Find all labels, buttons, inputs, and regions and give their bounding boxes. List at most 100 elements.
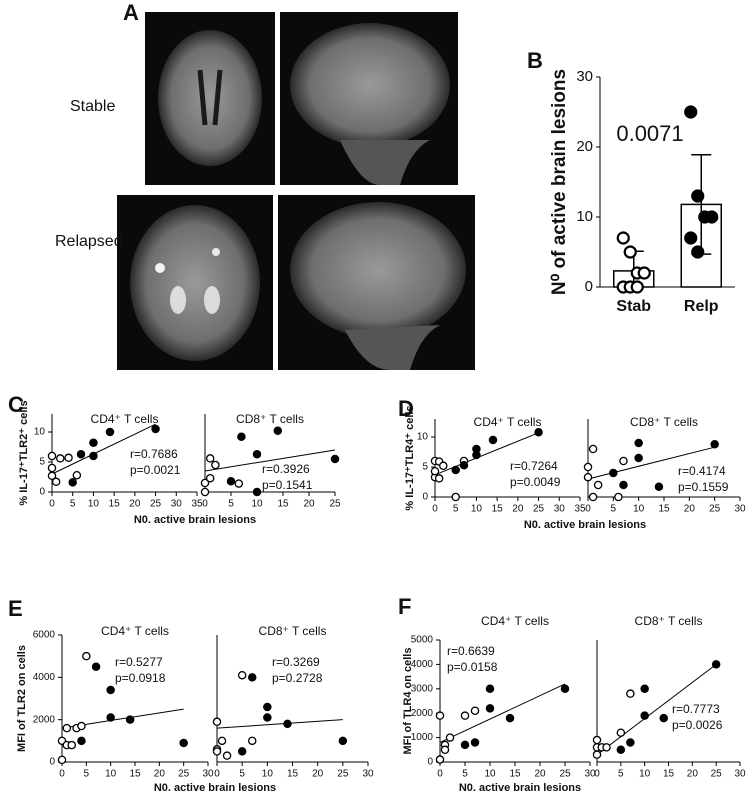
panel-label: B [527,48,543,73]
point [640,711,649,720]
subplot-title: CD8⁺ T cells [635,614,703,628]
y-tick-label: 3000 [411,683,434,694]
point [222,751,232,760]
subplot-title: CD4⁺ T cells [101,624,169,638]
stat-annotation: p=0.1559 [678,480,729,494]
point [82,651,91,661]
x-axis-label: N0. active brain lesions [524,519,646,531]
point [583,472,593,482]
x-tick-label: 5 [611,504,617,515]
point [588,444,598,454]
point [472,444,481,454]
point [212,747,222,756]
y-tick-label: 0 [585,278,593,295]
panel-label: D [398,396,414,421]
point [445,733,455,742]
point [659,713,668,723]
x-axis-label: N0. active brain lesions [154,782,276,794]
x-tick-label: 25 [533,504,545,515]
row-label: Stable [70,98,115,115]
x-tick-label: 30 [362,769,374,780]
point [485,684,495,694]
point [62,723,72,733]
lesion [155,263,165,273]
point [105,427,115,437]
point [488,435,498,445]
x-tick-label: 0 [214,769,220,780]
subplot-title: CD4⁺ T cells [91,412,159,426]
stat-annotation: p=0.0918 [115,671,166,685]
x-tick-label: 20 [154,769,166,780]
point [205,473,215,483]
x-tick-label: 30 [734,769,746,780]
lesion [212,248,220,256]
point [57,755,67,765]
x-tick-label: 20 [303,499,315,510]
point [634,438,643,448]
fit-line [587,446,715,480]
x-tick-label: 5 [228,499,234,510]
stat-annotation: r=0.5277 [115,655,163,669]
mri-sagittal-stable-brain [290,23,450,147]
point [247,736,257,746]
x-tick-label: 15 [663,769,675,780]
mri-sagittal-relapsed-brain [290,202,466,338]
x-axis-label: N0. active brain lesions [459,782,581,794]
row-label: Relapsed [55,233,123,250]
point [77,721,86,731]
subplot-title: CD8⁺ T cells [630,415,698,429]
x-tick-label: 10 [471,504,483,515]
x-tick-label: 20 [512,504,524,515]
x-tick-label: 5 [84,769,90,780]
y-tick-label: 5 [422,462,428,473]
x-tick-label: 5 [70,499,76,510]
stat-annotation: r=0.7686 [130,447,178,461]
panel-label: C [8,392,24,417]
fit-line [596,664,717,756]
point [592,735,602,745]
point [273,426,283,436]
point [626,689,635,698]
point [179,738,188,748]
x-tick-label: 15 [509,769,521,780]
mri-axial-relapsed-brain [130,205,260,361]
x-tick-label: 30 [202,769,214,780]
panel-label: A [123,0,139,25]
x-axis-label: N0. active brain lesions [134,514,256,526]
stat-annotation: r=0.7773 [672,702,720,716]
x-tick-label: 5 [453,504,459,515]
annotation: 0.0071 [616,121,683,146]
point [205,454,215,463]
point [435,711,445,720]
x-tick-label: 0 [437,769,443,780]
point [91,662,101,672]
x-tick-label: 20 [684,504,696,515]
point [330,454,340,464]
y-tick-label: 4000 [33,672,56,683]
x-tick-label: 25 [178,769,190,780]
x-tick-label: 20 [687,769,699,780]
point [485,704,495,713]
x-tick-label: 20 [312,769,324,780]
point [588,492,598,502]
x-tick-label: 30 [584,769,596,780]
point [451,492,460,502]
x-tick-label: 10 [88,499,100,510]
point [439,461,448,471]
subplot-title: CD8⁺ T cells [259,624,327,638]
y-tick-label: 10 [34,427,46,438]
y-tick-label: 20 [576,138,593,155]
x-tick-label: 0 [594,769,600,780]
point [592,750,602,759]
mri-axial-stable-brain [158,30,262,166]
point [684,105,698,119]
y-axis-label: MFI of TLR4 on cells [402,648,414,755]
point [200,478,210,488]
x-tick-label: 0 [585,504,591,515]
point [451,465,460,475]
point [67,740,76,750]
x-tick-label: 10 [639,769,651,780]
point [434,474,444,483]
point [338,736,348,746]
fit-line [216,719,343,729]
